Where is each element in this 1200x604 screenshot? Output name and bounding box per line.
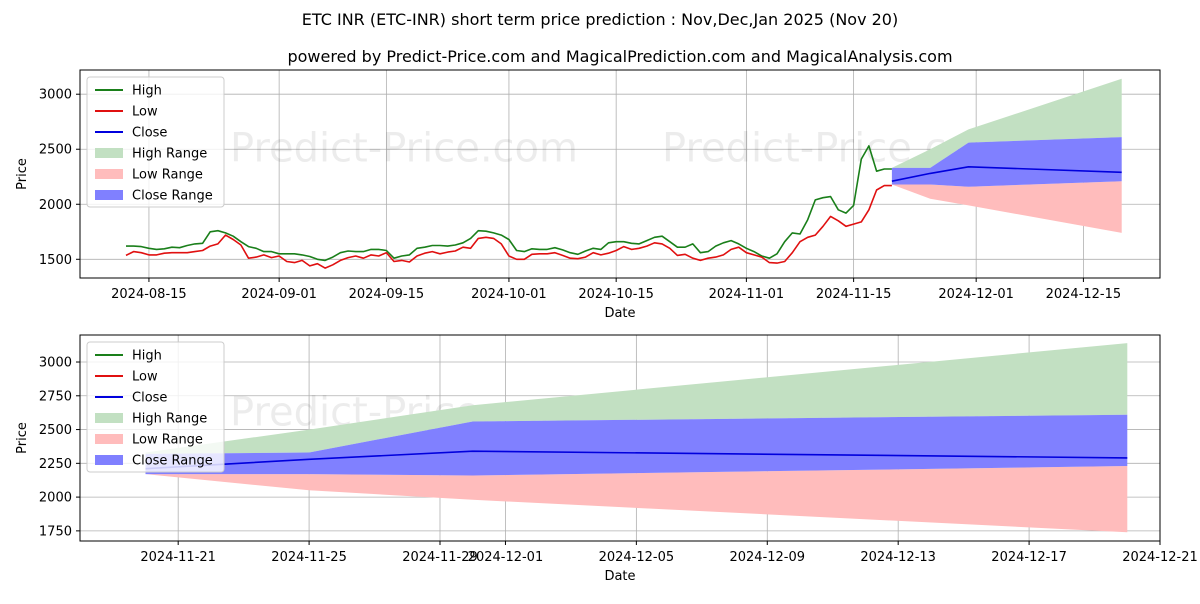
x-tick-label: 2024-12-15 xyxy=(1046,287,1122,302)
x-tick-label: 2024-12-01 xyxy=(468,550,544,565)
plot-frame xyxy=(79,69,1161,279)
plot-frame xyxy=(79,334,1161,542)
x-axis-label: Date xyxy=(604,306,635,321)
chart-subtitle: powered by Predict-Price.com and Magical… xyxy=(287,47,952,66)
x-tick-label: 2024-11-29 xyxy=(402,550,478,565)
plot-area xyxy=(145,343,1128,533)
y-tick-label: 2500 xyxy=(39,423,72,438)
y-tick-label: 1500 xyxy=(39,253,72,268)
legend-close-range: Close Range xyxy=(95,454,213,469)
low-series-line xyxy=(125,184,892,269)
legend-high: High xyxy=(95,84,162,99)
x-axis-label: Date xyxy=(604,569,635,584)
legend-high-range-swatch xyxy=(95,148,123,158)
legend-close-label: Close xyxy=(132,391,167,406)
legend-high-range: High Range xyxy=(95,412,207,427)
x-tick-label: 2024-11-01 xyxy=(709,287,785,302)
x-tick-label: 2024-12-17 xyxy=(991,550,1067,565)
legend-close-label: Close xyxy=(132,126,167,141)
forecast-detail-panel: Predict-Price.comPredict-Price.com2024-1… xyxy=(15,334,1198,584)
x-tick-label: 2024-11-15 xyxy=(816,287,892,302)
chart-title: ETC INR (ETC-INR) short term price predi… xyxy=(302,10,898,29)
x-tick-label: 2024-12-13 xyxy=(860,550,936,565)
high-series-line xyxy=(126,145,892,262)
legend-low-range-label: Low Range xyxy=(132,168,203,183)
x-tick-label: 2024-10-01 xyxy=(471,287,547,302)
legend-low-range-label: Low Range xyxy=(132,433,203,448)
legend-low-range: Low Range xyxy=(95,433,203,448)
y-axis-label: Price xyxy=(15,158,30,190)
x-tick-label: 2024-09-01 xyxy=(241,287,317,302)
price-history-panel: Predict-Price.com Predict-Price.com2024-0… xyxy=(15,69,1161,321)
legend: High Low Close High Range Low Range Close Ran… xyxy=(86,341,225,473)
legend-low: Low xyxy=(95,105,158,120)
legend-high-range-swatch xyxy=(95,413,123,423)
legend-high-label: High xyxy=(132,349,162,364)
high-range-band xyxy=(891,78,1122,168)
y-tick-label: 3000 xyxy=(39,356,72,371)
close-series-line xyxy=(891,166,1122,182)
legend-high-range: High Range xyxy=(95,147,207,162)
legend-close-range-swatch xyxy=(95,455,123,465)
y-tick-label: 3000 xyxy=(39,88,72,103)
x-tick-label: 2024-12-09 xyxy=(729,550,805,565)
legend-low: Low xyxy=(95,370,158,385)
legend-close: Close xyxy=(95,391,167,406)
close-range-band xyxy=(145,414,1128,476)
legend-high-range-label: High Range xyxy=(132,412,207,427)
low-range-band xyxy=(891,181,1122,233)
legend-close: Close xyxy=(95,126,167,141)
legend-close-range: Close Range xyxy=(95,189,213,204)
x-tick-label: 2024-12-05 xyxy=(599,550,675,565)
close-series-line xyxy=(145,450,1128,470)
plot-area xyxy=(125,78,1122,269)
x-tick-label: 2024-12-21 xyxy=(1122,550,1198,565)
legend-low-range: Low Range xyxy=(95,168,203,183)
legend: High Low Close High Range Low Range Close Ran… xyxy=(86,76,225,208)
x-tick-label: 2024-12-01 xyxy=(938,287,1014,302)
x-tick-label: 2024-11-21 xyxy=(140,550,216,565)
legend-low-label: Low xyxy=(132,105,158,120)
x-tick-label: 2024-10-15 xyxy=(578,287,654,302)
y-tick-label: 1750 xyxy=(39,524,72,539)
x-tick-label: 2024-11-25 xyxy=(271,550,347,565)
legend-close-range-label: Close Range xyxy=(132,189,213,204)
x-tick-label: 2024-09-15 xyxy=(349,287,425,302)
legend-low-range-swatch xyxy=(95,434,123,444)
legend-high-label: High xyxy=(132,84,162,99)
axis-ticks: 2024-08-15 2024-09-01 2024-09-15 2024-10-01… xyxy=(39,88,1121,302)
watermark-text: Predict-Price.com xyxy=(230,126,578,172)
legend-close-range-swatch xyxy=(95,190,123,200)
y-tick-label: 2750 xyxy=(39,389,72,404)
axis-ticks: 2024-11-21 2024-11-25 2024-11-292024-12-01… xyxy=(39,356,1198,565)
x-tick-label: 2024-08-15 xyxy=(111,287,187,302)
y-tick-label: 2000 xyxy=(39,491,72,506)
high-range-band xyxy=(145,343,1128,454)
y-axis-label: Price xyxy=(15,422,30,454)
y-tick-label: 2500 xyxy=(39,143,72,158)
legend-low-label: Low xyxy=(132,370,158,385)
legend-high-range-label: High Range xyxy=(132,147,207,162)
close-range-band xyxy=(891,137,1122,187)
y-tick-label: 2000 xyxy=(39,198,72,213)
legend-high: High xyxy=(95,349,162,364)
y-tick-label: 2250 xyxy=(39,457,72,472)
low-range-band xyxy=(145,466,1128,533)
legend-low-range-swatch xyxy=(95,169,123,179)
legend-close-range-label: Close Range xyxy=(132,454,213,469)
